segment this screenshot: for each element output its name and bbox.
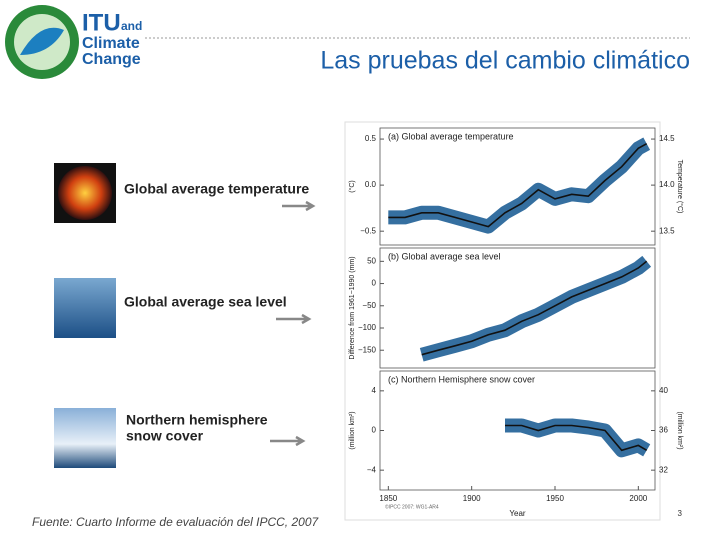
- y-tick-label: 0.5: [365, 134, 377, 143]
- x-axis-label: Year: [509, 509, 526, 518]
- arrow: [276, 313, 312, 325]
- y2-tick-label: 14.5: [659, 134, 675, 143]
- item-label: Northern hemisphere: [126, 412, 268, 428]
- y2-tick-label: 36: [659, 426, 668, 435]
- y-tick-label: 0: [372, 426, 377, 435]
- series-line: [388, 142, 648, 228]
- y2-tick-label: 40: [659, 386, 668, 395]
- credit: ©IPCC 2007: WG1-AR4: [385, 503, 439, 510]
- source: Fuente: Cuarto Informe de evaluación del…: [32, 515, 319, 529]
- y2-tick-label: 13.5: [659, 226, 675, 235]
- y2-axis-label: (million km²): [676, 411, 683, 449]
- logo-leaf: [20, 27, 64, 55]
- y2-tick-label: 32: [659, 465, 668, 474]
- y-axis-label: (°C): [348, 180, 356, 193]
- item-label: Global average sea level: [124, 294, 287, 310]
- y-axis-label: Difference from 1961−1990 (mm): [349, 256, 356, 359]
- x-tick-label: 1950: [546, 494, 564, 503]
- logo-text: Change: [82, 51, 141, 68]
- earth-image: [58, 166, 112, 220]
- page-number: 3: [678, 509, 683, 518]
- y-tick-label: −0.5: [360, 226, 376, 235]
- y-axis-label: (million km²): [349, 411, 356, 449]
- y-tick-label: 0: [372, 279, 377, 288]
- slide-title: Las pruebas del cambio climático: [320, 47, 690, 75]
- panel-title: (c) Northern Hemisphere snow cover: [388, 374, 535, 384]
- series-line: [421, 260, 648, 356]
- x-tick-label: 1900: [463, 494, 481, 503]
- x-tick-label: 2000: [629, 494, 647, 503]
- y-tick-label: 4: [372, 386, 377, 395]
- y-tick-label: −150: [358, 345, 377, 354]
- y2-tick-label: 14.0: [659, 180, 675, 189]
- series-line: [505, 424, 648, 452]
- y2-axis-label: Temperature (°C): [676, 160, 684, 214]
- x-tick-label: 1850: [379, 494, 397, 503]
- y-tick-label: 0.0: [365, 180, 377, 189]
- logo-text: ITU: [82, 9, 121, 36]
- logo-text: Climate: [82, 35, 140, 52]
- y-tick-label: 50: [367, 256, 376, 265]
- panel-title: (b) Global average sea level: [388, 251, 501, 261]
- ice-image: [54, 408, 116, 468]
- logo-text: and: [121, 19, 142, 33]
- arrow: [282, 200, 316, 212]
- y-tick-label: −100: [358, 323, 377, 332]
- arrow: [270, 435, 306, 447]
- y-tick-label: −50: [362, 301, 376, 310]
- panel-title: (a) Global average temperature: [388, 131, 514, 141]
- item-label: snow cover: [126, 428, 204, 444]
- item-label: Global average temperature: [124, 181, 309, 197]
- sea-image: [54, 278, 116, 338]
- y-tick-label: −4: [367, 465, 377, 474]
- panel: [379, 127, 656, 246]
